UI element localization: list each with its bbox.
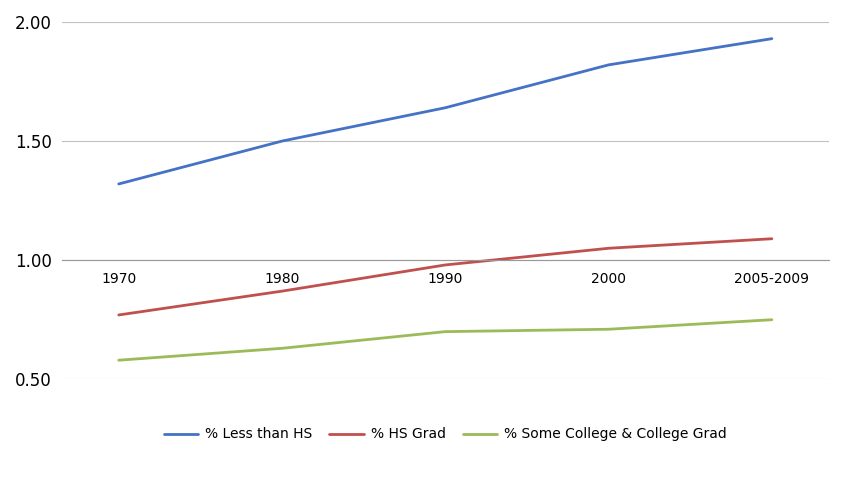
% Less than HS xyxy=(441,105,451,111)
% HS Grad xyxy=(277,288,287,294)
Line: % Some College & College Grad: % Some College & College Grad xyxy=(119,320,772,360)
% Some College & College Grad xyxy=(114,357,124,363)
% Some College & College Grad xyxy=(603,326,614,332)
Line: % HS Grad: % HS Grad xyxy=(119,239,772,315)
% HS Grad xyxy=(114,312,124,318)
% HS Grad xyxy=(441,262,451,268)
Line: % Less than HS: % Less than HS xyxy=(119,39,772,184)
% Some College & College Grad xyxy=(441,329,451,334)
% Some College & College Grad xyxy=(277,345,287,351)
% Less than HS xyxy=(603,62,614,68)
% Less than HS xyxy=(767,36,777,41)
% Some College & College Grad xyxy=(767,317,777,323)
Legend: % Less than HS, % HS Grad, % Some College & College Grad: % Less than HS, % HS Grad, % Some Colleg… xyxy=(158,422,733,447)
% Less than HS xyxy=(277,138,287,144)
% HS Grad xyxy=(603,246,614,251)
% HS Grad xyxy=(767,236,777,242)
% Less than HS xyxy=(114,181,124,187)
